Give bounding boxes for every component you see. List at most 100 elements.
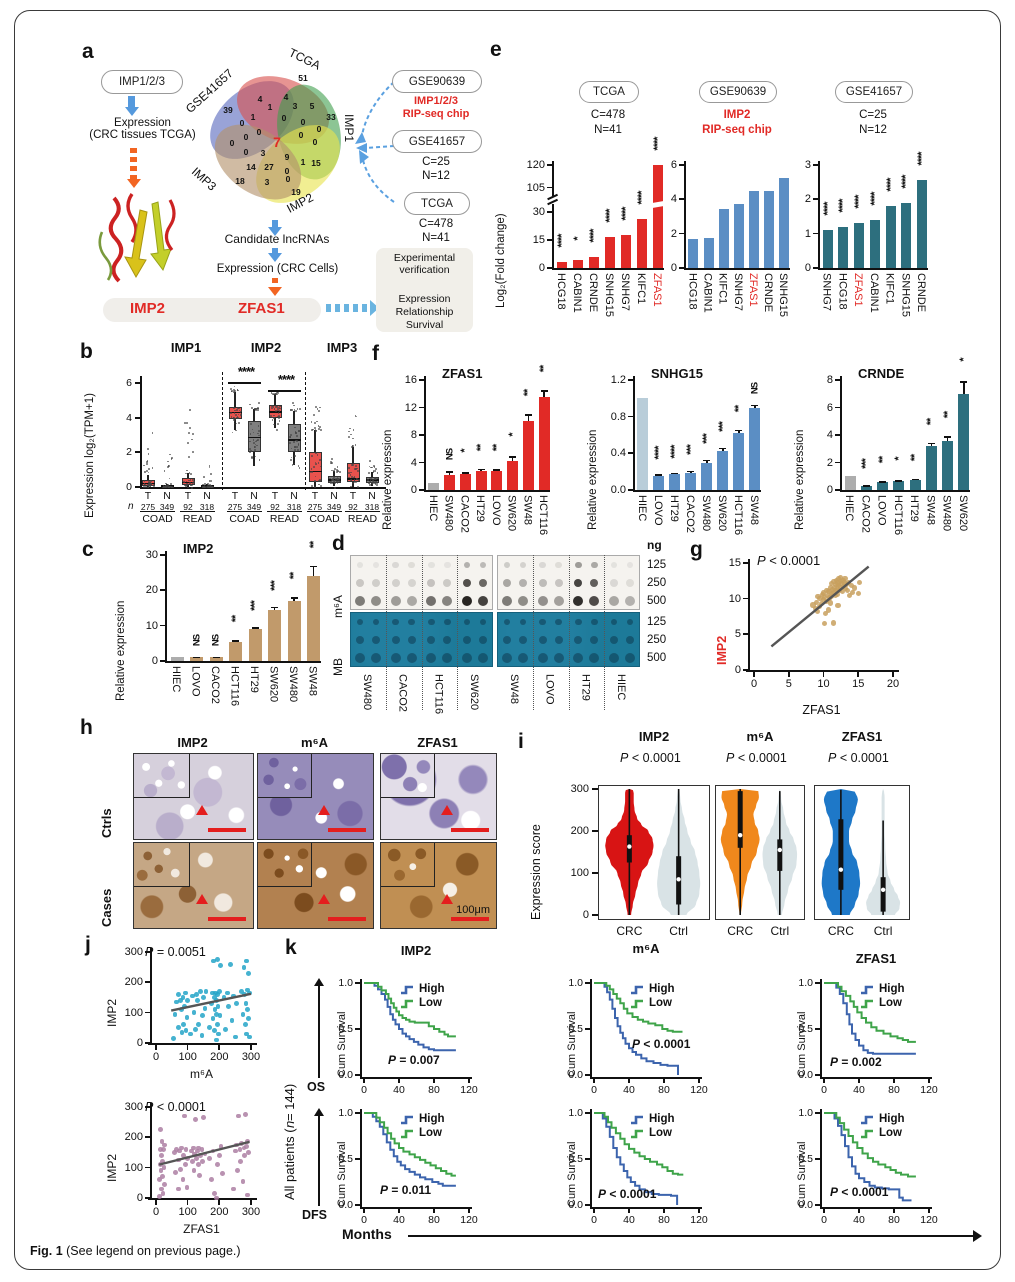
mb-dot-SW620-0 bbox=[479, 618, 487, 626]
jitter-dot bbox=[329, 462, 332, 465]
y-tick bbox=[355, 1112, 360, 1114]
jitter-dot bbox=[333, 479, 336, 482]
data-point bbox=[174, 999, 179, 1005]
ihc-row-label-Ctrls: Ctrls bbox=[99, 808, 114, 838]
jitter-dot bbox=[170, 486, 172, 488]
jitter-dot bbox=[314, 486, 317, 488]
panel-d-dotblot: ng m⁶A MB 125 125 250 250 500 500 SW480 CACO2 HCT11… bbox=[325, 530, 690, 745]
y-tick bbox=[145, 1166, 150, 1169]
x-tick-label: 200 bbox=[210, 1051, 229, 1063]
jitter-dot bbox=[312, 414, 315, 416]
x-tick bbox=[823, 1079, 825, 1083]
jitter-dot bbox=[350, 485, 353, 488]
jitter-dot bbox=[169, 453, 171, 456]
bar-label-KIFC1: KIFC1 bbox=[883, 273, 896, 305]
venn-count-1: 4 bbox=[257, 94, 263, 104]
jitter-dot bbox=[294, 430, 297, 433]
jitter-dot bbox=[376, 477, 379, 480]
marker-triangle-icon bbox=[195, 805, 208, 815]
y-axis bbox=[590, 979, 592, 1079]
jitter-dot bbox=[149, 480, 152, 483]
bar-SW620 bbox=[507, 461, 518, 490]
venn-count-11: 0 bbox=[300, 117, 306, 127]
jitter-dot bbox=[203, 483, 206, 486]
data-point bbox=[162, 1142, 168, 1148]
scale-bar bbox=[451, 828, 489, 832]
dataset-sub1: C=478 bbox=[590, 109, 626, 121]
jitter-dot bbox=[291, 409, 294, 412]
bar-label-CABIN1: CABIN1 bbox=[701, 273, 714, 313]
survival-outcome-label: Survival bbox=[405, 319, 444, 331]
jitter-dot bbox=[256, 409, 259, 411]
x-axis bbox=[590, 1077, 702, 1079]
data-point bbox=[159, 1139, 165, 1145]
jitter-dot bbox=[274, 406, 277, 408]
x-axis bbox=[552, 268, 664, 270]
jitter-dot bbox=[295, 439, 297, 442]
bar-SW48 bbox=[749, 407, 761, 490]
mb-dot-HIEC-1 bbox=[626, 635, 635, 645]
bar-label-CACO2: CACO2 bbox=[683, 495, 696, 533]
y-tick-label: 200 bbox=[570, 825, 589, 837]
y-axis-label: Log₂(Fold change) bbox=[495, 213, 507, 308]
jitter-dot bbox=[350, 433, 352, 436]
ihc-row-label-Cases: Cases bbox=[99, 888, 114, 927]
jitter-dot bbox=[190, 438, 193, 441]
panel-f-letter: f bbox=[372, 342, 379, 365]
candidate-lncrnas-label: Candidate lncRNAs bbox=[224, 232, 330, 246]
panel-g-letter: g bbox=[690, 538, 703, 561]
m6a-dot-SW480-2 bbox=[354, 596, 365, 606]
data-point bbox=[207, 1156, 213, 1161]
cohort-label-3: READ bbox=[269, 513, 300, 525]
jitter-dot bbox=[368, 482, 371, 485]
bar-SNHG7 bbox=[822, 230, 833, 268]
p-value-1: P < 0.0001 bbox=[145, 1100, 206, 1114]
jitter-dot bbox=[277, 417, 280, 419]
dataset-sub2: N=41 bbox=[594, 124, 622, 136]
box-5 bbox=[247, 421, 261, 453]
p-italic: P bbox=[757, 553, 766, 568]
y-axis bbox=[360, 979, 362, 1079]
jitter-dot bbox=[147, 453, 150, 456]
tcga-c-label: C=478 bbox=[418, 218, 454, 230]
cohort-line bbox=[227, 511, 262, 513]
x-tick-label: 20 bbox=[886, 678, 900, 690]
x-tick bbox=[628, 1079, 630, 1083]
jitter-dot bbox=[317, 480, 320, 482]
bar-label-SNHG15: SNHG15 bbox=[899, 273, 912, 318]
data-point bbox=[245, 1007, 251, 1013]
panel-h-letter: h bbox=[80, 716, 93, 739]
jitter-dot bbox=[373, 465, 376, 468]
jitter-dot bbox=[251, 428, 254, 431]
jitter-dot bbox=[202, 485, 204, 488]
bar-label-HIEC: HIEC bbox=[843, 495, 856, 522]
zfas1-result-label: ZFAS1 bbox=[238, 300, 285, 317]
jitter-dot bbox=[334, 482, 337, 485]
jitter-dot bbox=[348, 430, 351, 433]
bar-label-SW620: SW620 bbox=[715, 495, 728, 532]
mb-dot-SW620-0 bbox=[463, 618, 471, 626]
jitter-dot bbox=[188, 472, 191, 474]
scale-bar bbox=[208, 828, 246, 832]
jitter-dot bbox=[368, 477, 371, 480]
jitter-dot bbox=[319, 406, 322, 409]
data-point bbox=[243, 1144, 249, 1149]
jitter-dot bbox=[208, 485, 211, 488]
jitter-dot bbox=[336, 480, 338, 483]
jitter-dot bbox=[368, 465, 371, 468]
km-curve-low bbox=[824, 1112, 916, 1178]
km-p-value: P = 0.007 bbox=[388, 1053, 440, 1067]
data-point bbox=[238, 1159, 244, 1164]
tn-label-10: T bbox=[349, 490, 357, 502]
data-point bbox=[241, 964, 247, 970]
sig-line-2 bbox=[268, 390, 301, 392]
data-point bbox=[243, 1001, 249, 1006]
x-tick bbox=[928, 1079, 930, 1083]
jitter-dot bbox=[186, 484, 188, 486]
data-point bbox=[189, 1148, 194, 1154]
lane-label-SW620: SW620 bbox=[468, 674, 481, 711]
venn-set-label-IMP1: IMP1 bbox=[342, 114, 356, 143]
violin-svg-IMP2 bbox=[605, 789, 701, 915]
y-tick bbox=[547, 186, 552, 189]
tn-label-2: T bbox=[184, 490, 192, 502]
